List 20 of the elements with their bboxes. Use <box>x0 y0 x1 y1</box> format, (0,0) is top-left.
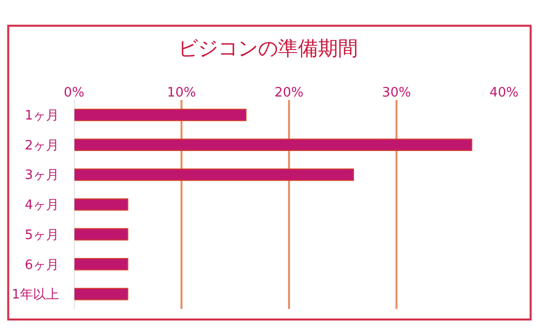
bar <box>74 138 472 151</box>
y-tick-label: 4ヶ月 <box>24 198 59 214</box>
bar <box>74 288 128 300</box>
bar <box>74 108 246 122</box>
y-tick-label: 6ヶ月 <box>24 258 59 273</box>
bar <box>74 258 128 270</box>
x-tick-label: 10% <box>167 85 196 100</box>
bar <box>74 198 128 211</box>
x-tick-label: 30% <box>382 85 411 100</box>
y-tick-label: 3ヶ月 <box>24 168 59 184</box>
chart-title: ビジコンの準備期間 <box>178 36 358 60</box>
y-tick-label: 5ヶ月 <box>24 228 59 243</box>
y-tick-label: 1年以上 <box>12 288 59 303</box>
y-tick-label: 2ヶ月 <box>24 138 59 154</box>
x-tick-label: 20% <box>274 85 304 100</box>
bar <box>74 168 354 181</box>
y-tick-label: 1ヶ月 <box>24 108 59 124</box>
bar <box>74 228 128 241</box>
x-tick-label: 40% <box>490 85 518 100</box>
x-tick-label: 0% <box>64 85 84 100</box>
